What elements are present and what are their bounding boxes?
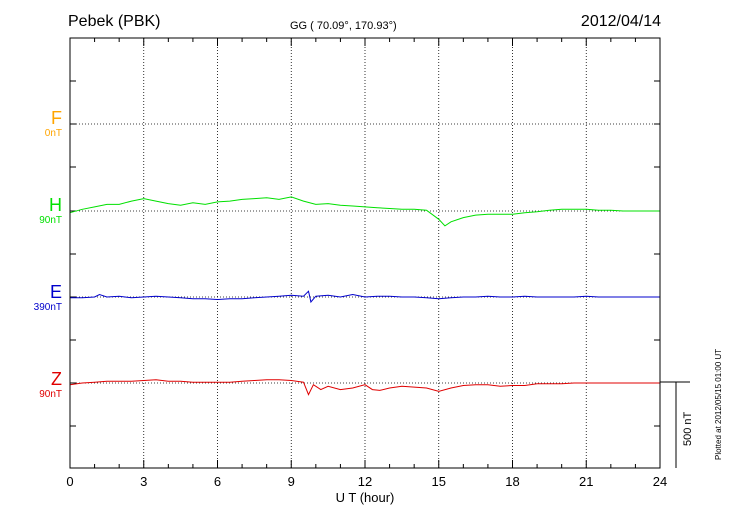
station-title: Pebek (PBK) — [68, 13, 161, 30]
traces — [69, 196, 660, 396]
channel-e-label: E 390nT — [4, 282, 62, 314]
series-z-line — [69, 379, 660, 396]
channel-z-scale: 90nT — [39, 389, 62, 400]
scale-bar-label: 500 nT — [682, 411, 694, 446]
x-tick-labels: 0 3 6 9 12 15 18 21 24 — [66, 474, 667, 489]
series-h-line — [69, 196, 660, 227]
x-tick-label: 24 — [653, 474, 667, 489]
x-tick-label: 3 — [140, 474, 147, 489]
channel-z-label: Z 90nT — [4, 369, 62, 401]
grid-lines — [70, 38, 660, 468]
plotted-timestamp: Plotted at 2012/05/15 01:00 UT — [714, 348, 723, 460]
channel-h-label: H 90nT — [4, 195, 62, 227]
channel-h-name: H — [49, 195, 62, 215]
series-e-line — [70, 290, 660, 304]
x-tick-label: 12 — [358, 474, 372, 489]
date-label: 2012/04/14 — [580, 13, 661, 30]
x-tick-label: 6 — [214, 474, 221, 489]
x-axis-label: U T (hour) — [335, 490, 395, 505]
x-tick-label: 0 — [66, 474, 73, 489]
channel-f-label: F 0nT — [4, 108, 62, 140]
channel-e-scale: 390nT — [33, 302, 62, 313]
plot-frame — [69, 37, 661, 469]
channel-f-scale: 0nT — [44, 128, 62, 139]
channel-h-scale: 90nT — [39, 215, 62, 226]
x-tick-label: 21 — [579, 474, 593, 489]
channel-z-name: Z — [51, 369, 62, 389]
x-tick-label: 18 — [505, 474, 519, 489]
channel-f-name: F — [51, 108, 62, 128]
x-tick-label: 9 — [288, 474, 295, 489]
coordinates-label: GG ( 70.09°, 170.93°) — [290, 20, 397, 32]
scale-bar — [660, 381, 690, 468]
channel-e-name: E — [49, 282, 62, 302]
axis-ticks — [69, 38, 661, 468]
x-tick-label: 15 — [432, 474, 446, 489]
